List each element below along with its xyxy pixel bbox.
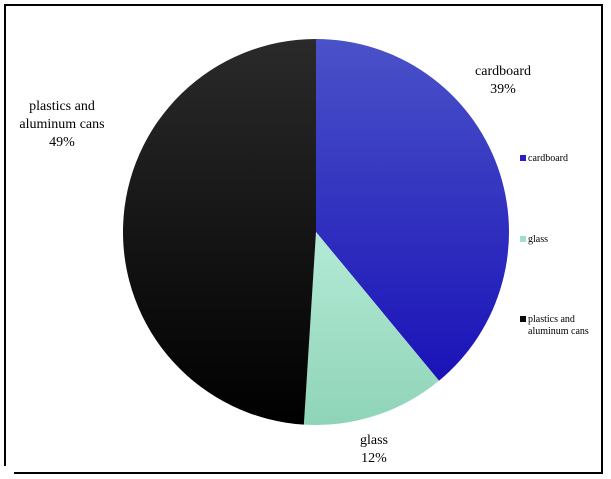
legend-label-cardboard: cardboard: [528, 153, 568, 164]
legend-swatch-plastics: [520, 316, 526, 322]
frame-corner-gap: [4, 466, 14, 479]
slice-label-glass-pct: 12%: [361, 451, 387, 466]
slice-label-cardboard: cardboard 39%: [475, 64, 531, 97]
slice-label-plastics-name-line1: plastics and: [29, 99, 95, 114]
slice-label-plastics: plastics and aluminum cans 49%: [19, 99, 104, 150]
slice-label-glass-name: glass: [360, 433, 388, 448]
legend-item-plastics: plastics and aluminum cans: [520, 314, 589, 337]
legend-label-plastics-line2: aluminum cans: [528, 326, 589, 337]
pie-slice-cardboard: [316, 39, 509, 381]
legend: cardboard glass plastics and aluminum ca…: [520, 153, 589, 337]
legend-label-glass: glass: [528, 234, 548, 245]
legend-swatch-glass: [520, 236, 526, 242]
legend-item-cardboard: cardboard: [520, 153, 568, 164]
slice-label-plastics-name-line2: aluminum cans: [19, 117, 104, 132]
legend-item-glass: glass: [520, 234, 548, 245]
slice-label-glass: glass 12%: [360, 433, 388, 466]
pie-slices: [122, 39, 509, 426]
pie-slice-glass: [303, 232, 440, 426]
slice-label-plastics-pct: 49%: [49, 135, 75, 150]
legend-swatch-cardboard: [520, 155, 526, 161]
pie-slice-plastics: [122, 39, 316, 425]
slice-label-cardboard-name: cardboard: [475, 64, 531, 79]
legend-label-plastics-line1: plastics and: [528, 314, 575, 325]
slice-label-cardboard-pct: 39%: [490, 82, 516, 97]
